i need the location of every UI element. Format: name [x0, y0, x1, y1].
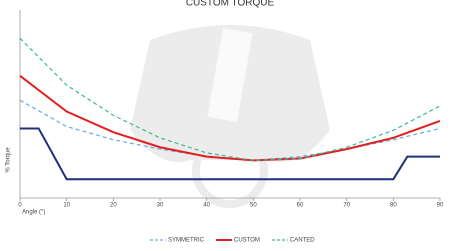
- x-tick-label: 40: [203, 203, 210, 209]
- watermark: [130, 25, 330, 204]
- x-axis-label: Angle (°): [22, 210, 45, 216]
- x-tick-label: 90: [437, 203, 444, 209]
- legend-label: SYMMETRIC: [168, 238, 205, 244]
- legend-label: CUSTOM: [234, 238, 260, 244]
- chart: CUSTOM TORQUE % Torque Angle (°) 0 10 20 30…: [0, 0, 451, 251]
- x-tick-label: 0: [18, 203, 22, 209]
- x-tick-label: 80: [390, 203, 397, 209]
- x-tick-label: 20: [110, 203, 117, 209]
- x-tick-label: 70: [343, 203, 350, 209]
- x-tick-label: 30: [157, 203, 164, 209]
- legend-label: CANTED: [290, 238, 315, 244]
- x-tick-label: 60: [297, 203, 304, 209]
- y-axis-label: % Torque: [6, 147, 12, 173]
- chart-title: CUSTOM TORQUE: [186, 0, 275, 9]
- x-tick-label: 10: [63, 203, 70, 209]
- x-tick-label: 50: [250, 203, 257, 209]
